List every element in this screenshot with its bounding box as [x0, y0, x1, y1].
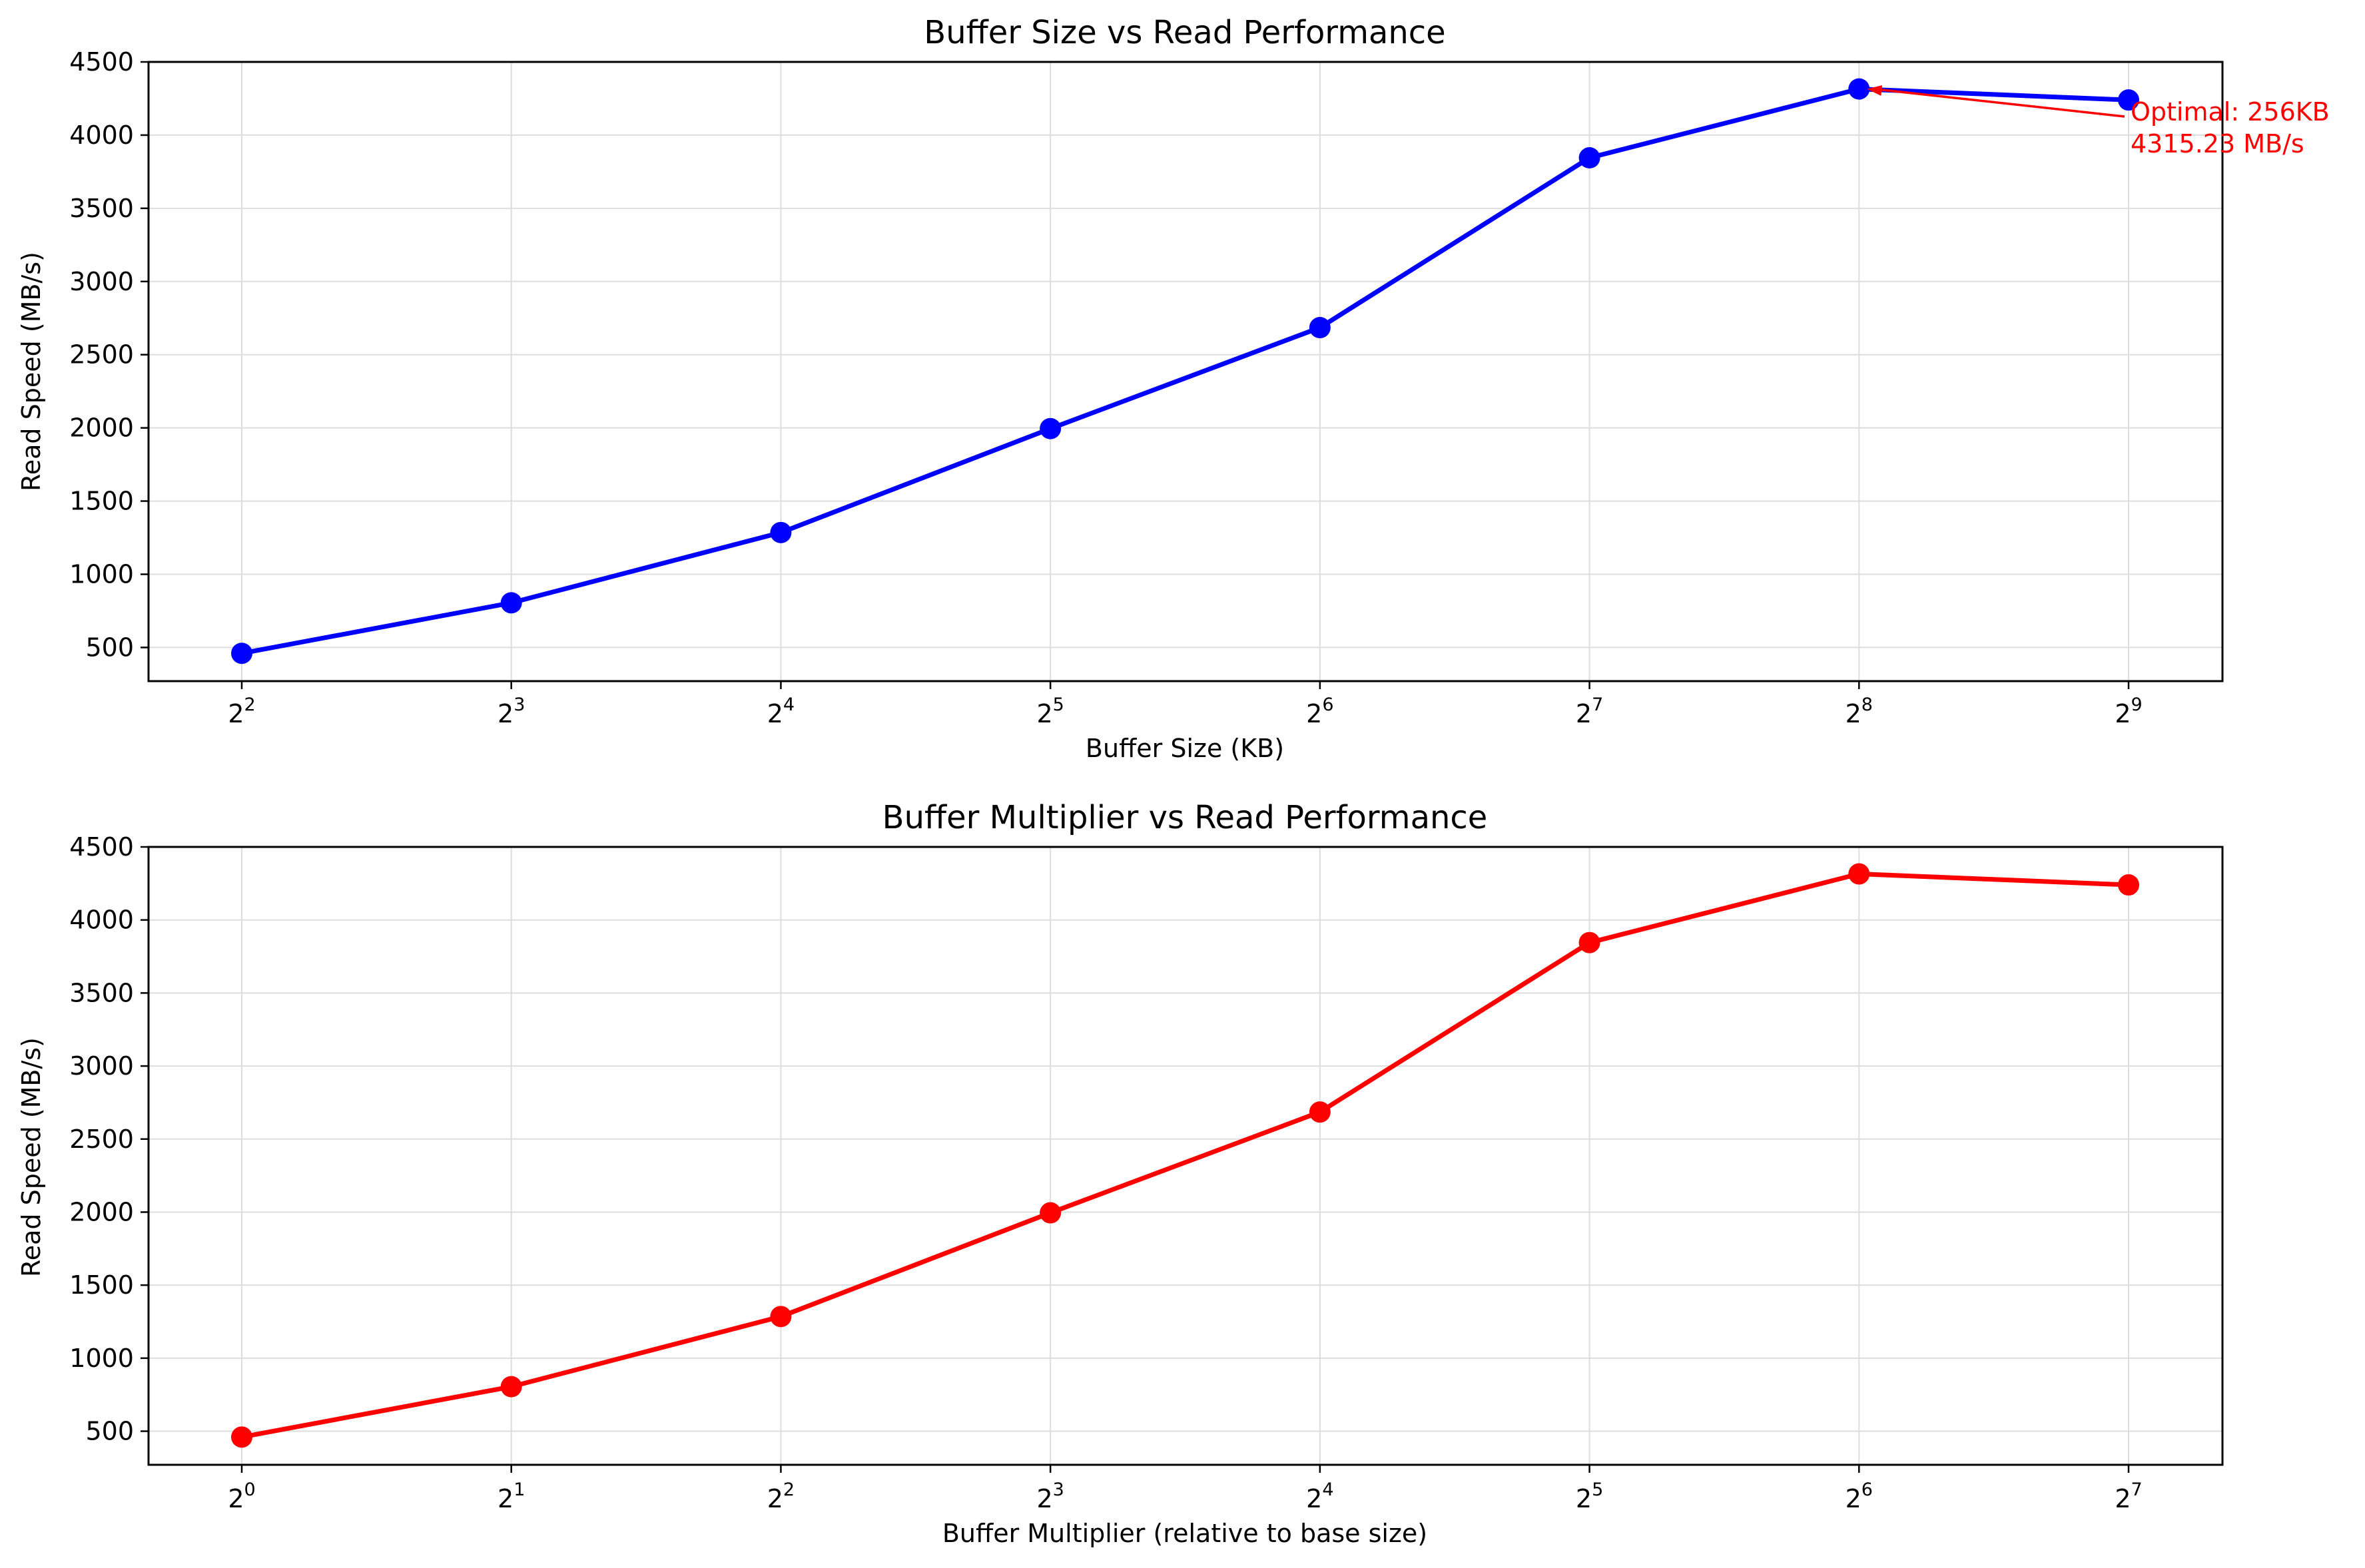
grid-lines [149, 61, 2222, 681]
data-point [770, 1306, 792, 1328]
data-point [500, 592, 522, 614]
x-tick-label: 22 [228, 694, 255, 728]
data-point [231, 643, 252, 664]
data-point [2118, 874, 2139, 896]
y-tick-label: 4500 [69, 832, 134, 862]
data-point [1040, 417, 1062, 439]
annotation-arrow-line [1873, 87, 2125, 118]
data-point [1309, 1101, 1331, 1123]
plot-frame [147, 846, 2224, 1466]
x-tick-label: 28 [1846, 694, 1873, 728]
data-point [1309, 317, 1331, 339]
x-tick-label: 27 [2115, 1479, 2142, 1513]
y-tick-label: 2000 [69, 1197, 134, 1226]
data-point [231, 1426, 252, 1448]
x-tick-label: 26 [1846, 1479, 1873, 1513]
x-tick-label: 22 [767, 1479, 795, 1513]
y-axis-label: Read Speed (MB/s) [17, 252, 46, 491]
x-tick-label: 20 [228, 1479, 255, 1513]
optimal-annotation: Optimal: 256KB 4315.23 MB/s [1867, 85, 2330, 158]
annotation-text-line1: Optimal: 256KB [2131, 97, 2330, 127]
data-point [1848, 78, 1870, 100]
data-point [770, 521, 792, 543]
x-tick-label: 23 [1036, 1479, 1064, 1513]
y-tick-label: 4000 [69, 121, 134, 150]
y-tick-label: 500 [85, 633, 134, 662]
series-line [241, 872, 2129, 1439]
annotation-text-line2: 4315.23 MB/s [2131, 129, 2304, 158]
y-tick-label: 3000 [69, 267, 134, 296]
axis-ticks: 22 23 24 25 26 27 28 29500100015002000250030003… [69, 47, 2142, 728]
y-tick-label: 4000 [69, 906, 134, 935]
chart-title: Buffer Multiplier vs Read Performance [882, 799, 1488, 836]
data-series [231, 78, 2139, 664]
y-axis-label: Read Speed (MB/s) [17, 1037, 46, 1277]
y-tick-label: 1500 [69, 487, 134, 516]
plot-frame [147, 61, 2224, 682]
x-axis-label: Buffer Size (KB) [1086, 734, 1284, 763]
y-tick-label: 2000 [69, 413, 134, 443]
y-tick-label: 3500 [69, 194, 134, 223]
y-tick-label: 2500 [69, 1125, 134, 1154]
data-point [1040, 1202, 1062, 1224]
y-tick-label: 4500 [69, 47, 134, 77]
data-point [1848, 863, 1870, 885]
data-point [1578, 147, 1600, 169]
data-point [1578, 931, 1600, 953]
chart-buffer-multiplier: Buffer Multiplier vs Read Performance 20… [17, 799, 2224, 1548]
annotation-arrow-head [1867, 85, 1883, 96]
y-tick-label: 1000 [69, 1344, 134, 1373]
y-tick-label: 1500 [69, 1270, 134, 1300]
series-line [241, 87, 2129, 656]
chart-buffer-size: Buffer Size vs Read Performance 22 23 24 25… [17, 14, 2330, 763]
y-tick-label: 3500 [69, 978, 134, 1007]
data-point [500, 1376, 522, 1398]
y-tick-label: 3000 [69, 1051, 134, 1081]
y-tick-label: 1000 [69, 560, 134, 589]
y-tick-label: 2500 [69, 340, 134, 370]
grid-lines [149, 846, 2222, 1465]
y-tick-label: 500 [85, 1417, 134, 1446]
data-point [2118, 89, 2139, 111]
x-tick-label: 24 [767, 694, 795, 728]
data-series [231, 863, 2139, 1448]
x-axis-label: Buffer Multiplier (relative to base size… [942, 1519, 1427, 1548]
chart-title: Buffer Size vs Read Performance [924, 14, 1445, 51]
